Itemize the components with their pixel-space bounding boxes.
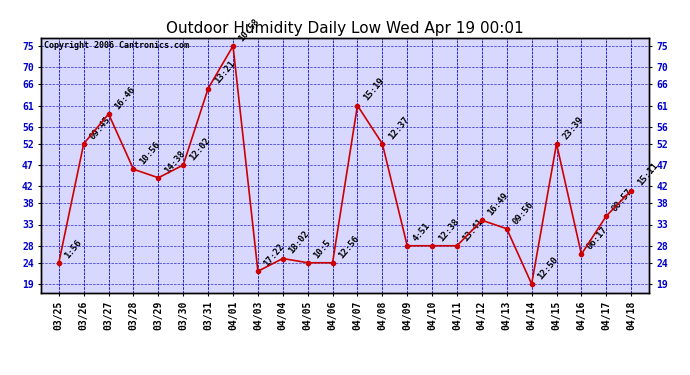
Text: 12:50: 12:50 <box>536 255 560 281</box>
Text: 10:56: 10:56 <box>137 140 162 166</box>
Title: Outdoor Humidity Daily Low Wed Apr 19 00:01: Outdoor Humidity Daily Low Wed Apr 19 00… <box>166 21 524 36</box>
Text: 18:02: 18:02 <box>287 230 311 256</box>
Text: 17:22: 17:22 <box>262 242 286 268</box>
Text: Copyright 2006 Cantronics.com: Copyright 2006 Cantronics.com <box>44 41 190 50</box>
Text: 15:19: 15:19 <box>362 76 386 103</box>
Text: 10:58: 10:58 <box>237 17 262 43</box>
Text: 12:56: 12:56 <box>337 234 361 260</box>
Text: 09:45: 09:45 <box>88 115 112 141</box>
Text: 16:49: 16:49 <box>486 191 510 217</box>
Text: 09:56: 09:56 <box>511 200 535 226</box>
Text: 12:38: 12:38 <box>436 217 460 243</box>
Text: 15:11: 15:11 <box>635 161 660 188</box>
Text: 4:51: 4:51 <box>411 221 432 243</box>
Text: 16:46: 16:46 <box>112 85 137 111</box>
Text: 12:02: 12:02 <box>188 136 212 162</box>
Text: 23:39: 23:39 <box>561 115 585 141</box>
Text: 10:5: 10:5 <box>312 238 333 260</box>
Text: 13:41: 13:41 <box>461 217 485 243</box>
Text: 00:57: 00:57 <box>611 187 635 213</box>
Text: 13:21: 13:21 <box>213 59 237 86</box>
Text: 06:17: 06:17 <box>586 225 610 252</box>
Text: 12:37: 12:37 <box>386 115 411 141</box>
Text: 14:38: 14:38 <box>163 148 187 175</box>
Text: 1:56: 1:56 <box>63 238 83 260</box>
